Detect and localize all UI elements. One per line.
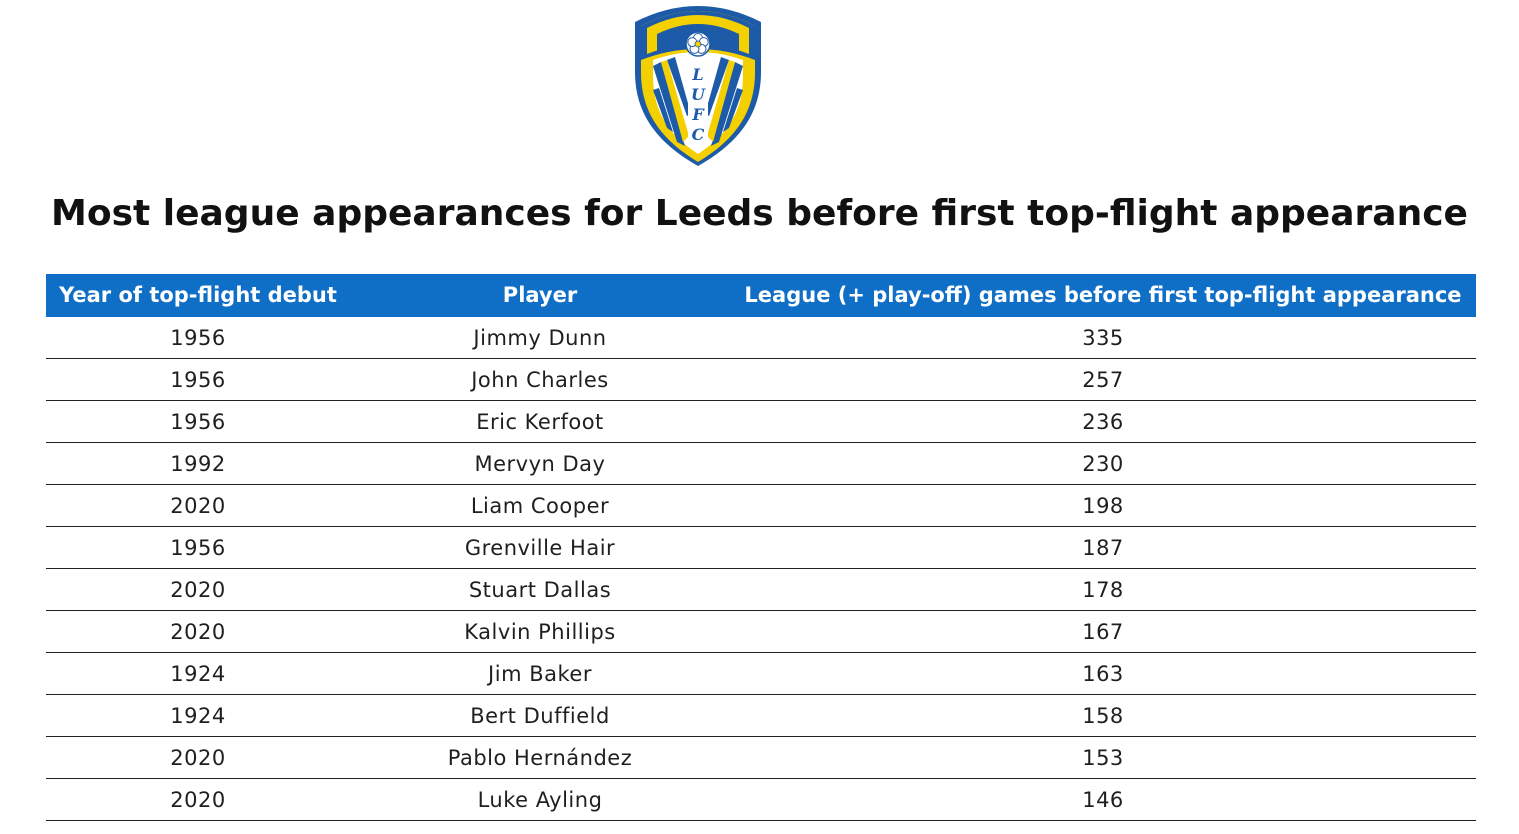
table-row: 1956 John Charles 257 (46, 358, 1476, 401)
player-cell: Eric Kerfoot (350, 400, 730, 443)
appearances-table: Year of top-flight debut Player League (… (46, 274, 1476, 821)
year-cell: 1956 (46, 526, 350, 569)
svg-text:C: C (692, 125, 705, 144)
games-cell: 167 (730, 610, 1476, 653)
games-cell: 163 (730, 652, 1476, 695)
table-row: 1956 Grenville Hair 187 (46, 526, 1476, 569)
svg-text:F: F (691, 105, 705, 124)
player-cell: Jimmy Dunn (350, 316, 730, 359)
year-cell: 2020 (46, 736, 350, 779)
year-cell: 2020 (46, 484, 350, 527)
games-cell: 198 (730, 484, 1476, 527)
year-cell: 1956 (46, 400, 350, 443)
player-cell: Grenville Hair (350, 526, 730, 569)
table-row: 1924 Jim Baker 163 (46, 652, 1476, 695)
games-cell: 230 (730, 442, 1476, 485)
table-row: 2020 Luke Ayling 146 (46, 778, 1476, 821)
table-row: 1992 Mervyn Day 230 (46, 442, 1476, 485)
player-cell: Pablo Hernández (350, 736, 730, 779)
games-cell: 187 (730, 526, 1476, 569)
year-cell: 2020 (46, 610, 350, 653)
year-cell: 1992 (46, 442, 350, 485)
year-cell: 2020 (46, 568, 350, 611)
table-row: 1956 Eric Kerfoot 236 (46, 400, 1476, 443)
player-cell: Mervyn Day (350, 442, 730, 485)
svg-text:L: L (691, 65, 703, 84)
player-cell: Kalvin Phillips (350, 610, 730, 653)
player-cell: Bert Duffield (350, 694, 730, 737)
year-cell: 1956 (46, 316, 350, 359)
games-cell: 236 (730, 400, 1476, 443)
player-cell: Luke Ayling (350, 778, 730, 821)
table-row: 2020 Liam Cooper 198 (46, 484, 1476, 527)
year-cell: 1924 (46, 694, 350, 737)
year-cell: 2020 (46, 778, 350, 821)
leeds-united-crest-logo: L U F C (635, 6, 761, 166)
games-cell: 158 (730, 694, 1476, 737)
table-row: 2020 Pablo Hernández 153 (46, 736, 1476, 779)
games-cell: 178 (730, 568, 1476, 611)
column-header-player: Player (350, 274, 730, 317)
player-cell: Jim Baker (350, 652, 730, 695)
table-row: 2020 Stuart Dallas 178 (46, 568, 1476, 611)
table-row: 1924 Bert Duffield 158 (46, 694, 1476, 737)
games-cell: 153 (730, 736, 1476, 779)
table-row: 2020 Kalvin Phillips 167 (46, 610, 1476, 653)
year-cell: 1924 (46, 652, 350, 695)
table-row: 1956 Jimmy Dunn 335 (46, 316, 1476, 359)
games-cell: 146 (730, 778, 1476, 821)
column-header-games: League (+ play-off) games before first t… (730, 274, 1476, 317)
column-header-year: Year of top-flight debut (46, 274, 350, 317)
games-cell: 335 (730, 316, 1476, 359)
player-cell: Stuart Dallas (350, 568, 730, 611)
table-header-row: Year of top-flight debut Player League (… (46, 274, 1476, 317)
player-cell: John Charles (350, 358, 730, 401)
page-title: Most league appearances for Leeds before… (51, 193, 1468, 234)
games-cell: 257 (730, 358, 1476, 401)
svg-text:U: U (691, 85, 706, 104)
player-cell: Liam Cooper (350, 484, 730, 527)
year-cell: 1956 (46, 358, 350, 401)
